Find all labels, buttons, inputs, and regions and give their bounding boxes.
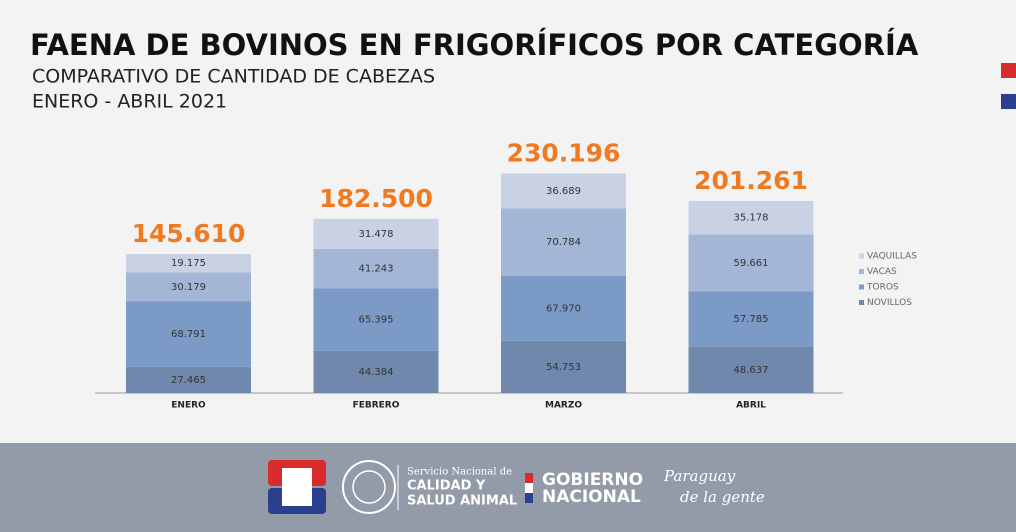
- seal: [342, 460, 396, 514]
- value-label: 48.637: [734, 365, 769, 376]
- footer: [0, 443, 1016, 532]
- legend-label: NOVILLOS: [867, 298, 912, 308]
- total-label: 230.196: [507, 138, 621, 167]
- bar-segment: [688, 346, 814, 393]
- gov-flag-blue: [525, 493, 533, 503]
- gov-flag-white: [525, 483, 533, 493]
- bar-segment: [501, 208, 626, 276]
- total-label: 145.610: [132, 219, 246, 248]
- value-label: 31.478: [359, 229, 394, 240]
- bar-segment: [313, 248, 439, 289]
- chart-subtitle: COMPARATIVO DE CANTIDAD DE CABEZAS: [32, 66, 435, 88]
- bar-segment: [126, 254, 251, 273]
- value-label: 35.178: [734, 213, 769, 224]
- value-label: 65.395: [359, 314, 394, 325]
- bar-segment: [501, 340, 626, 393]
- value-label: 68.791: [171, 329, 206, 340]
- legend-swatch: [859, 300, 864, 305]
- bar-segment: [126, 272, 251, 302]
- seal-inner: [352, 470, 386, 504]
- x-tick-label: MARZO: [545, 401, 582, 411]
- slogan: Paraguay: [663, 467, 736, 485]
- org-line: CALIDAD Y: [407, 479, 486, 494]
- value-label: 36.689: [546, 186, 581, 197]
- flag-red: [1001, 63, 1016, 78]
- value-label: 30.179: [171, 282, 206, 293]
- value-label: 41.243: [359, 264, 394, 275]
- x-tick-label: ENERO: [171, 401, 206, 411]
- org-line: SALUD ANIMAL: [407, 494, 517, 509]
- legend: NOVILLOS TOROS VACAS VAQUILLAS: [859, 252, 917, 308]
- legend-swatch: [859, 284, 864, 290]
- value-label: 70.784: [546, 237, 581, 248]
- value-label: 57.785: [734, 314, 769, 325]
- slogan: de la gente: [680, 488, 765, 506]
- bar-segment: [313, 288, 439, 351]
- gov-line: GOBIERNO: [542, 470, 643, 490]
- chart-title: FAENA DE BOVINOS EN FRIGORÍFICOS POR CAT…: [30, 28, 919, 62]
- value-label: 19.175: [171, 258, 206, 269]
- total-label: 201.261: [694, 166, 808, 195]
- value-label: 59.661: [734, 258, 769, 269]
- total-label: 182.500: [319, 184, 433, 213]
- org-line: Servicio Nacional de: [407, 467, 512, 478]
- bar-segment: [126, 366, 251, 393]
- plot: 27.465 68.791 30.179 19.175 145.610 ENERO 44.3…: [126, 138, 814, 411]
- value-label: 67.970: [546, 303, 581, 314]
- bar-segment: [313, 218, 439, 249]
- bar-segment: [126, 301, 251, 367]
- legend-swatch: [859, 269, 864, 274]
- senacsa-logo: [268, 460, 399, 514]
- legend-label: VAQUILLAS: [867, 252, 917, 262]
- bar-segment: [688, 200, 814, 235]
- period: ENERO - ABRIL 2021: [32, 91, 227, 113]
- bar-segment: [313, 350, 439, 393]
- bar-segment: [501, 275, 626, 341]
- x-tick-label: ABRIL: [736, 401, 766, 411]
- gov-line: NACIONAL: [542, 487, 641, 507]
- value-label: 27.465: [171, 375, 206, 386]
- bar-segment: [688, 291, 814, 347]
- gov-flag-red: [525, 473, 533, 483]
- value-label: 44.384: [359, 367, 394, 378]
- legend-label: VACAS: [867, 267, 897, 277]
- bar-segment: [688, 234, 814, 292]
- legend-label: TOROS: [866, 283, 899, 293]
- flag-blue: [1001, 94, 1016, 109]
- x-tick-label: FEBRERO: [353, 401, 400, 411]
- bar-segment: [501, 173, 626, 209]
- value-label: 54.753: [546, 362, 581, 373]
- legend-swatch: [859, 253, 864, 259]
- logo-cross: [282, 468, 312, 506]
